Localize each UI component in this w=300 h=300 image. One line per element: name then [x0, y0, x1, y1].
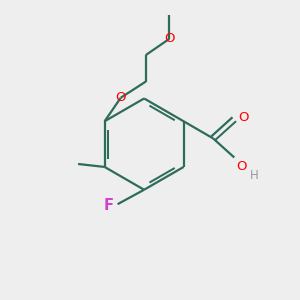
Text: F: F — [103, 198, 113, 213]
Text: O: O — [164, 32, 175, 45]
Text: O: O — [116, 91, 126, 104]
Text: H: H — [250, 169, 258, 182]
Text: O: O — [239, 111, 249, 124]
Text: O: O — [237, 160, 247, 173]
